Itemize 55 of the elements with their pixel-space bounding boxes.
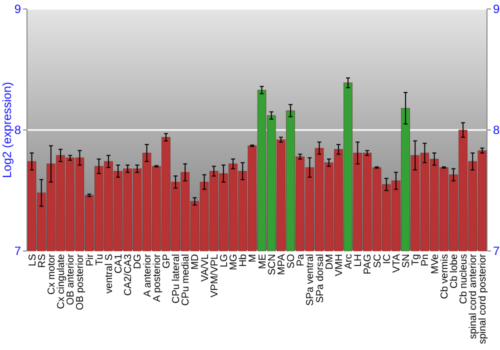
x-tick-label: MPA	[276, 254, 288, 275]
x-tick-label: M	[248, 254, 259, 262]
x-tick-label: CA1	[114, 254, 125, 274]
x-tick-label: SC	[372, 254, 384, 268]
x-tick-label: Pa	[296, 254, 307, 266]
x-tick-label: VTA	[391, 254, 402, 273]
y2-tick-label: 8	[493, 123, 500, 138]
y2-tick-label: 7	[493, 244, 500, 258]
x-tick-label: CA2/CA3	[123, 254, 134, 296]
x-tick-label: SO	[286, 254, 298, 268]
x-tick-label: MG	[228, 254, 240, 270]
x-tick-label: GP	[161, 254, 172, 268]
x-tick-label: SPa dorsal	[314, 254, 326, 303]
x-tick-label: SPa ventral	[305, 254, 316, 306]
x-tick-label: VMH	[334, 254, 345, 276]
x-tick-label: RS	[36, 254, 48, 268]
y-tick-label: 8	[14, 123, 22, 138]
x-tick-label: A anterior	[142, 253, 154, 297]
x-tick-label: OB anterior	[66, 253, 77, 306]
y-axis-title: Log2 (expression)	[0, 82, 14, 178]
x-tick-label: SCN	[266, 254, 278, 276]
x-tick-label: Arc	[344, 254, 355, 269]
x-tick-label: Tu	[94, 254, 106, 266]
x-tick-label: MVe	[430, 254, 441, 274]
x-tick-label: Pn	[420, 254, 432, 266]
x-tick-label: CPu medial	[180, 254, 192, 306]
x-tick-label: LH	[353, 254, 364, 267]
x-tick-label: DM	[324, 254, 336, 270]
y2-tick-label: 9	[493, 2, 500, 16]
x-tick-label: LG	[218, 254, 230, 268]
x-tick-label: DG	[132, 254, 144, 269]
x-tick-label: Hb	[238, 254, 250, 267]
x-tick-label: Cb lobe	[448, 254, 460, 288]
x-tick-label: MD	[190, 254, 202, 270]
x-tick-label: ME	[257, 254, 268, 269]
x-tick-label: CPu lateral	[171, 254, 182, 304]
y-tick-label: 7	[14, 244, 22, 258]
x-tick-label: Cb vermis	[439, 254, 450, 300]
x-tick-label: Cb nucleus	[458, 254, 470, 304]
x-tick-label: IC	[382, 254, 393, 264]
x-tick-label: ventral S	[104, 254, 115, 294]
x-tick-label: Pir	[84, 253, 96, 266]
x-tick-label: PAG	[362, 254, 374, 274]
x-tick-label: spinal cord anterior	[468, 253, 480, 340]
y-tick-label: 9	[14, 2, 22, 16]
x-tick-label: Cx cingulate	[56, 254, 68, 310]
x-tick-label: A posterior	[152, 253, 163, 302]
x-tick-label: spinal cord posterior	[478, 253, 489, 344]
x-tick-label: OB posterior	[75, 253, 86, 310]
x-tick-label: VPM/VPL	[209, 254, 220, 298]
x-tick-label: VA/VL	[200, 254, 211, 282]
x-tick-label: Cx motor	[46, 253, 58, 295]
x-tick-label: Tg	[410, 254, 422, 266]
x-tick-label: SN	[401, 254, 412, 268]
x-tick-label: LS	[27, 254, 38, 266]
